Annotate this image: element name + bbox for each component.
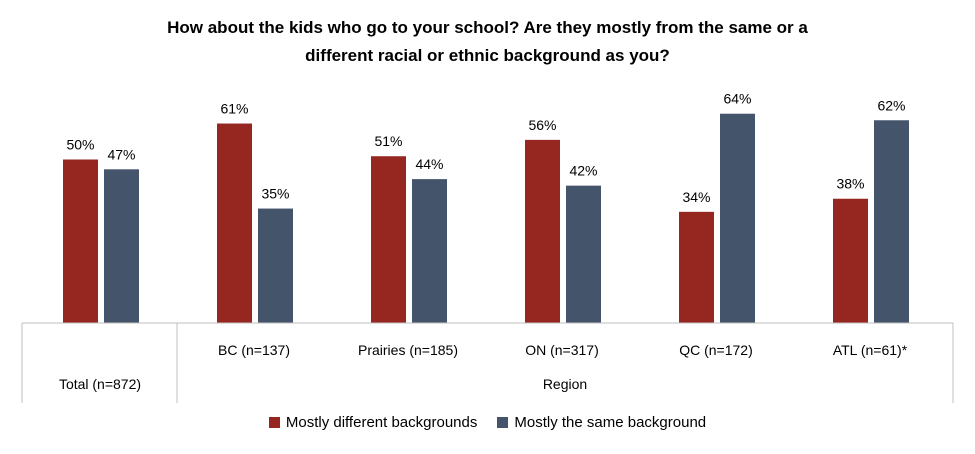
bar-different-5 — [833, 198, 868, 323]
data-label-same-1: 35% — [261, 186, 289, 202]
group-label-region: Region — [543, 376, 587, 392]
bar-same-5 — [874, 120, 909, 323]
legend-item-same: Mostly the same background — [497, 414, 706, 431]
bar-same-3 — [566, 185, 601, 323]
legend-label-same: Mostly the same background — [514, 414, 707, 431]
legend-swatch-same — [497, 417, 509, 428]
bar-different-0 — [63, 159, 98, 323]
data-label-different-0: 50% — [66, 137, 94, 153]
chart-title-line-1: How about the kids who go to your school… — [167, 18, 808, 37]
legend: Mostly different backgrounds Mostly the … — [0, 414, 975, 431]
data-label-same-3: 42% — [569, 163, 597, 179]
data-label-different-4: 34% — [682, 189, 710, 205]
data-label-same-2: 44% — [415, 156, 443, 172]
category-label-5: ATL (n=61)* — [833, 342, 908, 358]
category-label-2: Prairies (n=185) — [358, 342, 458, 358]
category-label-0: Total (n=872) — [59, 376, 141, 392]
legend-label-different: Mostly different backgrounds — [285, 414, 478, 431]
data-label-different-3: 56% — [528, 117, 556, 133]
category-label-3: ON (n=317) — [525, 342, 599, 358]
bar-different-4 — [679, 211, 714, 323]
data-label-same-4: 64% — [723, 91, 751, 107]
bar-same-1 — [258, 208, 293, 323]
data-label-different-2: 51% — [374, 133, 402, 149]
bar-different-3 — [525, 139, 560, 323]
data-label-different-1: 61% — [220, 101, 248, 117]
data-label-different-5: 38% — [836, 176, 864, 192]
category-label-4: QC (n=172) — [679, 342, 753, 358]
bar-same-4 — [720, 113, 755, 323]
legend-swatch-different — [268, 417, 280, 428]
bar-different-1 — [217, 123, 252, 323]
legend-item-different: Mostly different backgrounds — [268, 414, 478, 431]
bar-different-2 — [371, 156, 406, 323]
bar-same-2 — [412, 179, 447, 323]
data-label-same-5: 62% — [877, 97, 905, 113]
data-label-same-0: 47% — [107, 146, 135, 162]
chart-title-line-2: different racial or ethnic background as… — [305, 46, 670, 65]
category-label-1: BC (n=137) — [218, 342, 290, 358]
bar-same-0 — [104, 169, 139, 323]
